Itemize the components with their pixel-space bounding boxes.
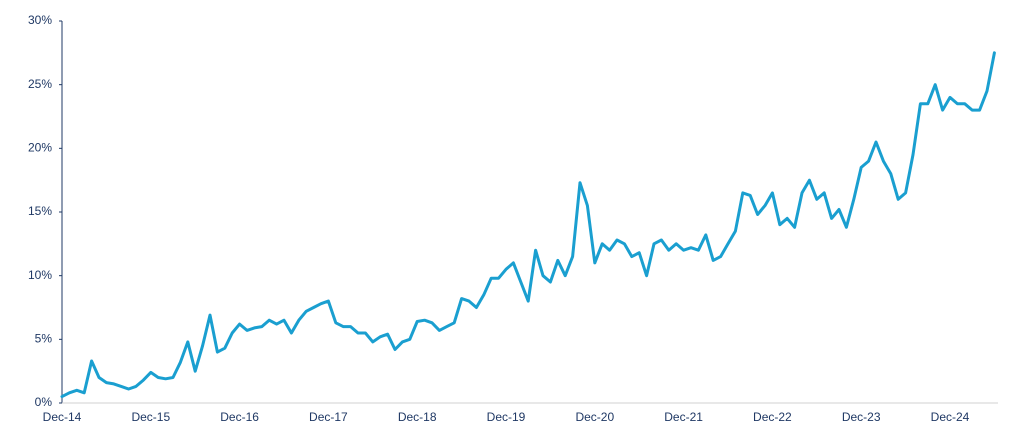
y-tick-label: 30% [28,13,52,27]
y-tick-label: 15% [28,204,52,218]
x-tick-label: Dec-15 [131,410,170,424]
x-tick-label: Dec-21 [664,410,703,424]
data-line [60,51,996,399]
x-tick-label: Dec-16 [220,410,259,424]
x-tick-label: Dec-20 [575,410,614,424]
x-tick-label: Dec-17 [309,410,348,424]
x-tick-label: Dec-24 [931,410,970,424]
y-tick-label: 20% [28,141,52,155]
x-tick-label: Dec-19 [487,410,526,424]
x-tick-label: Dec-18 [398,410,437,424]
y-tick-label: 25% [28,77,52,91]
x-tick-label: Dec-23 [842,410,881,424]
y-tick-label: 0% [35,395,53,409]
x-tick-label: Dec-22 [753,410,792,424]
y-tick-label: 5% [35,332,53,346]
x-tick-label: Dec-14 [43,410,82,424]
y-tick-label: 10% [28,268,52,282]
